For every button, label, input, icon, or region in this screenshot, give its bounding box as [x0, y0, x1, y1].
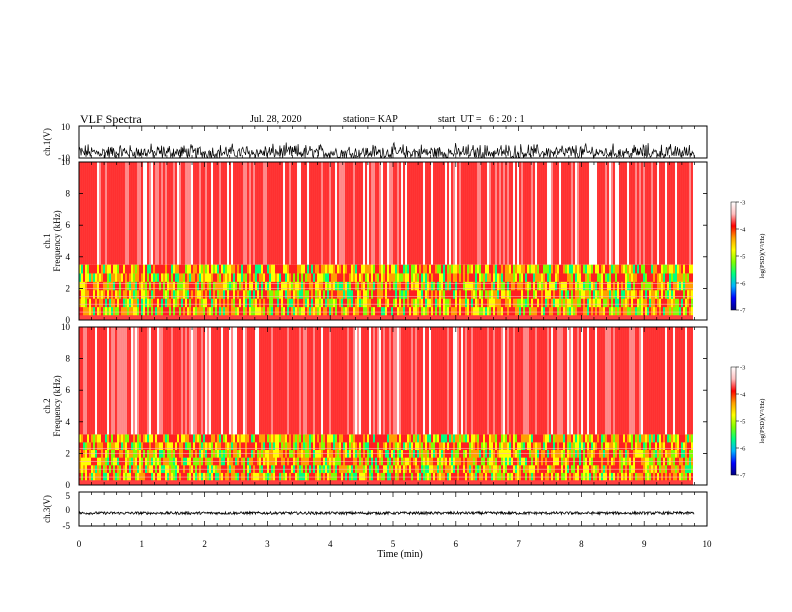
ch2-spectrogram-ylabel-frequency: Frequency (kHz) [52, 375, 62, 436]
colorbar-tick-label: -5 [740, 419, 745, 426]
colorbar-tick-label: -5 [740, 254, 745, 261]
colorbar-tick-label: -7 [740, 308, 746, 315]
ch3-waveform-frame [78, 491, 708, 527]
frequency-tick-label: 6 [66, 385, 71, 395]
time-tick-label: 2 [202, 539, 207, 549]
ch1-spectrogram-ylabel-frequency: Frequency (kHz) [52, 210, 62, 271]
frequency-tick-label: 4 [66, 417, 71, 427]
ch1-waveform-ylabel: ch.1(V) [42, 128, 52, 156]
ch3-waveform-line [78, 510, 695, 516]
ch3-ytick-top: 5 [66, 491, 71, 501]
colorbar-label: log(PSD)(V²/Hz) [759, 234, 766, 279]
time-tick-label: 7 [516, 539, 521, 549]
time-tick-label: 0 [77, 539, 82, 549]
ch3-ytick-bottom: -5 [63, 521, 71, 531]
colorbar-tick-label: -4 [740, 392, 746, 399]
time-tick-label: 5 [391, 539, 396, 549]
ch2-spectrogram-panel: 0 2 4 6 8 10 ch.2 Frequency (kHz) [42, 322, 708, 490]
ch3-waveform-ylabel: ch.3(V) [42, 495, 52, 523]
colorbar-tick-label: -6 [740, 446, 746, 453]
frequency-tick-label: 0 [66, 480, 71, 490]
frequency-tick-label: 4 [66, 252, 71, 262]
time-axis-label: Time (min) [377, 549, 422, 560]
ch1-waveform-line [78, 141, 695, 160]
colorbar-label: log(PSD)(V²/Hz) [759, 399, 766, 444]
frequency-tick-label: 0 [66, 315, 71, 325]
colorbar-tick-label: -7 [740, 473, 746, 480]
ch1-spectrogram-yticks: 0 2 4 6 8 10 [61, 157, 707, 325]
time-axis-ticks [78, 126, 708, 526]
colorbar-tick-label: -6 [740, 281, 746, 288]
frequency-tick-label: 6 [66, 220, 71, 230]
ch2-spectrogram-ylabel-channel: ch.2 [42, 398, 52, 413]
time-tick-label: 10 [703, 539, 713, 549]
colorbar-tick-label: -4 [740, 227, 746, 234]
date-label: Jul. 28, 2020 [250, 114, 302, 125]
ch1-spectrogram-heatmap [79, 162, 693, 320]
frequency-tick-label: 2 [66, 448, 71, 458]
frequency-tick-label: 10 [61, 322, 71, 332]
ch1-ytick-top: 10 [61, 122, 71, 132]
frequency-tick-label: 8 [66, 189, 71, 199]
time-tick-label: 3 [265, 539, 270, 549]
ch1-spectrogram-panel: 0 2 4 6 8 10 ch.1 Frequency (kHz) [42, 157, 708, 325]
frequency-tick-label: 10 [61, 157, 71, 167]
figure-title: VLF Spectra [80, 112, 142, 126]
colorbar-tick-label: -3 [740, 200, 745, 207]
ch2-spectrogram-heatmap [79, 327, 693, 485]
ch3-ytick-mid: 0 [66, 505, 71, 515]
ch2-spectrogram-yticks: 0 2 4 6 8 10 [61, 322, 707, 490]
time-tick-label: 8 [579, 539, 584, 549]
time-tick-label: 9 [642, 539, 647, 549]
time-axis-tick-labels: 0 1 2 3 4 5 6 7 8 9 10 [77, 539, 712, 549]
ch1-colorbar: -3 -4 -5 -6 -7 log(PSD)(V²/Hz) [730, 200, 766, 315]
colorbar-ramp [730, 201, 737, 311]
frequency-tick-label: 8 [66, 354, 71, 364]
time-tick-label: 6 [454, 539, 459, 549]
ch1-ytick-bottom: -10 [58, 153, 70, 163]
start-time-label: start UT = 6 : 20 : 1 [438, 114, 525, 125]
frequency-tick-label: 2 [66, 283, 71, 293]
colorbar-ramp [730, 366, 737, 476]
time-tick-label: 1 [140, 539, 145, 549]
ch2-colorbar: -3 -4 -5 -6 -7 log(PSD)(V²/Hz) [730, 365, 766, 480]
colorbar-tick-label: -3 [740, 365, 745, 372]
station-label: station= KAP [343, 114, 398, 125]
time-tick-label: 4 [328, 539, 333, 549]
ch1-spectrogram-ylabel-channel: ch.1 [42, 233, 52, 248]
